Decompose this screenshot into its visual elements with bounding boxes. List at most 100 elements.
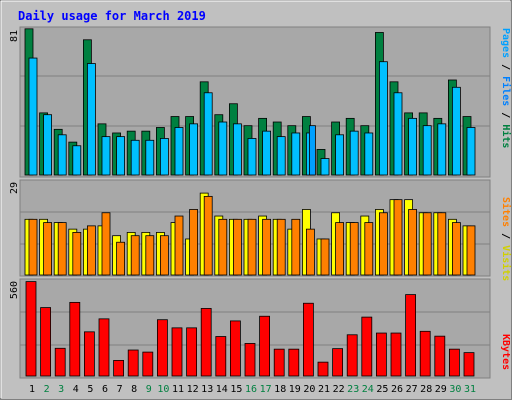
x-label-day-29: 29: [435, 384, 447, 395]
x-label-day-19: 19: [289, 384, 301, 395]
sites-bar-day-2: [43, 222, 52, 276]
sites-bar-day-1: [28, 218, 38, 276]
files-bar-day-21: [320, 158, 330, 176]
files-bar-day-14: [218, 121, 228, 176]
kbytes-bar-day-31: [463, 352, 475, 377]
sites-bar-day-24: [364, 222, 374, 276]
sites-bar-day-22: [335, 222, 345, 276]
x-label-day-6: 6: [102, 384, 108, 395]
kbytes-bar-day-21: [317, 361, 329, 377]
files-bar-day-30: [451, 86, 461, 176]
sites-bar-day-8: [130, 235, 140, 276]
kbytes-bar-day-18: [273, 348, 285, 377]
kbytes-bar-day-7: [113, 360, 124, 377]
sites-bar-day-23: [349, 222, 359, 276]
x-label-day-10: 10: [157, 384, 169, 395]
sites-bar-day-6: [101, 212, 111, 276]
kbytes-bar-day-12: [186, 327, 198, 377]
kbytes-bar-day-19: [288, 348, 300, 377]
chart-title: Daily usage for March 2019: [18, 9, 206, 23]
x-label-day-1: 1: [29, 384, 35, 395]
x-label-day-20: 20: [303, 384, 315, 395]
x-label-day-28: 28: [420, 384, 432, 395]
files-bar-day-4: [72, 145, 82, 176]
legend-kbytes-label: KBytes: [500, 334, 511, 370]
legend-sites-visits: Sites / Visits: [500, 197, 512, 281]
x-label-day-17: 17: [260, 384, 272, 395]
kbytes-bar-day-17: [259, 315, 271, 377]
sites-bar-day-20: [305, 228, 315, 276]
sites-bar-day-11: [174, 215, 184, 276]
sites-bar-day-18: [276, 218, 286, 276]
x-label-day-8: 8: [131, 384, 137, 395]
legend-pages: Pages: [500, 28, 511, 58]
files-bar-day-25: [378, 61, 388, 176]
kbytes-bar-day-5: [84, 331, 95, 377]
files-bar-day-1: [28, 57, 38, 176]
sites-bar-day-21: [320, 238, 330, 276]
sites-visits-bars: [24, 192, 476, 276]
kbytes-bar-day-3: [54, 347, 66, 377]
sites-bar-day-15: [232, 218, 242, 276]
legend-hits-files-pages: Pages / Files / Hits: [500, 28, 512, 148]
hits-files-pages-bars: [24, 28, 476, 176]
sites-bar-day-13: [203, 195, 213, 276]
files-bar-day-10: [159, 138, 169, 176]
kbytes-bar-day-11: [171, 327, 183, 377]
legend-sep-1: /: [500, 58, 511, 76]
files-bar-day-2: [43, 114, 52, 176]
x-label-day-5: 5: [87, 384, 93, 395]
files-bar-day-8: [130, 139, 140, 176]
kbytes-bar-day-6: [98, 318, 110, 377]
x-label-day-23: 23: [347, 384, 359, 395]
sites-bar-day-30: [451, 222, 461, 276]
kbytes-bar-day-10: [156, 319, 168, 377]
files-bar-day-26: [393, 92, 403, 176]
files-bar-day-28: [422, 125, 432, 176]
x-label-day-11: 11: [172, 384, 184, 395]
kbytes-bar-day-4: [69, 301, 81, 377]
x-label-day-4: 4: [73, 384, 79, 395]
files-bar-day-15: [232, 123, 242, 176]
files-bar-day-3: [57, 134, 67, 176]
sites-bar-day-12: [189, 209, 199, 276]
files-bar-day-31: [466, 127, 476, 176]
sites-bar-day-25: [378, 212, 388, 276]
pages-bar-day-20: [308, 125, 316, 176]
kbytes-ymax-label: 560: [9, 281, 20, 299]
kbytes-bars: [25, 281, 475, 377]
x-label-day-24: 24: [362, 384, 374, 395]
x-label-day-27: 27: [406, 384, 418, 395]
kbytes-bar-day-20: [302, 302, 314, 377]
sites-bar-day-31: [466, 225, 476, 276]
files-bar-day-5: [87, 63, 96, 176]
legend-sep-3: /: [500, 227, 511, 245]
x-label-day-18: 18: [274, 384, 286, 395]
legend-sep-2: /: [500, 106, 511, 124]
files-bar-day-9: [145, 139, 155, 176]
x-label-day-31: 31: [464, 384, 476, 395]
sites-bar-day-27: [408, 209, 418, 276]
x-label-day-15: 15: [230, 384, 242, 395]
x-label-day-22: 22: [333, 384, 345, 395]
sites-bar-day-5: [87, 225, 96, 276]
legend-sites: Sites: [500, 197, 512, 227]
x-label-day-3: 3: [58, 384, 64, 395]
kbytes-bar-day-26: [390, 332, 402, 377]
x-label-day-21: 21: [318, 384, 330, 395]
files-bar-day-19: [291, 132, 301, 176]
sites-bar-day-9: [145, 235, 155, 276]
files-bar-day-17: [262, 130, 272, 176]
kbytes-bar-day-15: [229, 320, 241, 377]
files-bar-day-13: [203, 92, 213, 176]
files-bar-day-6: [101, 136, 111, 176]
sites-bar-day-3: [57, 222, 67, 276]
kbytes-bar-day-22: [332, 348, 344, 377]
kbytes-bar-day-14: [215, 336, 227, 377]
legend-visits: Visits: [500, 245, 512, 281]
kbytes-bar-day-23: [346, 334, 358, 377]
kbytes-bar-day-30: [448, 348, 460, 377]
kbytes-bar-day-24: [361, 316, 373, 377]
files-bar-day-12: [189, 123, 199, 176]
sites-bar-day-10: [159, 235, 169, 276]
